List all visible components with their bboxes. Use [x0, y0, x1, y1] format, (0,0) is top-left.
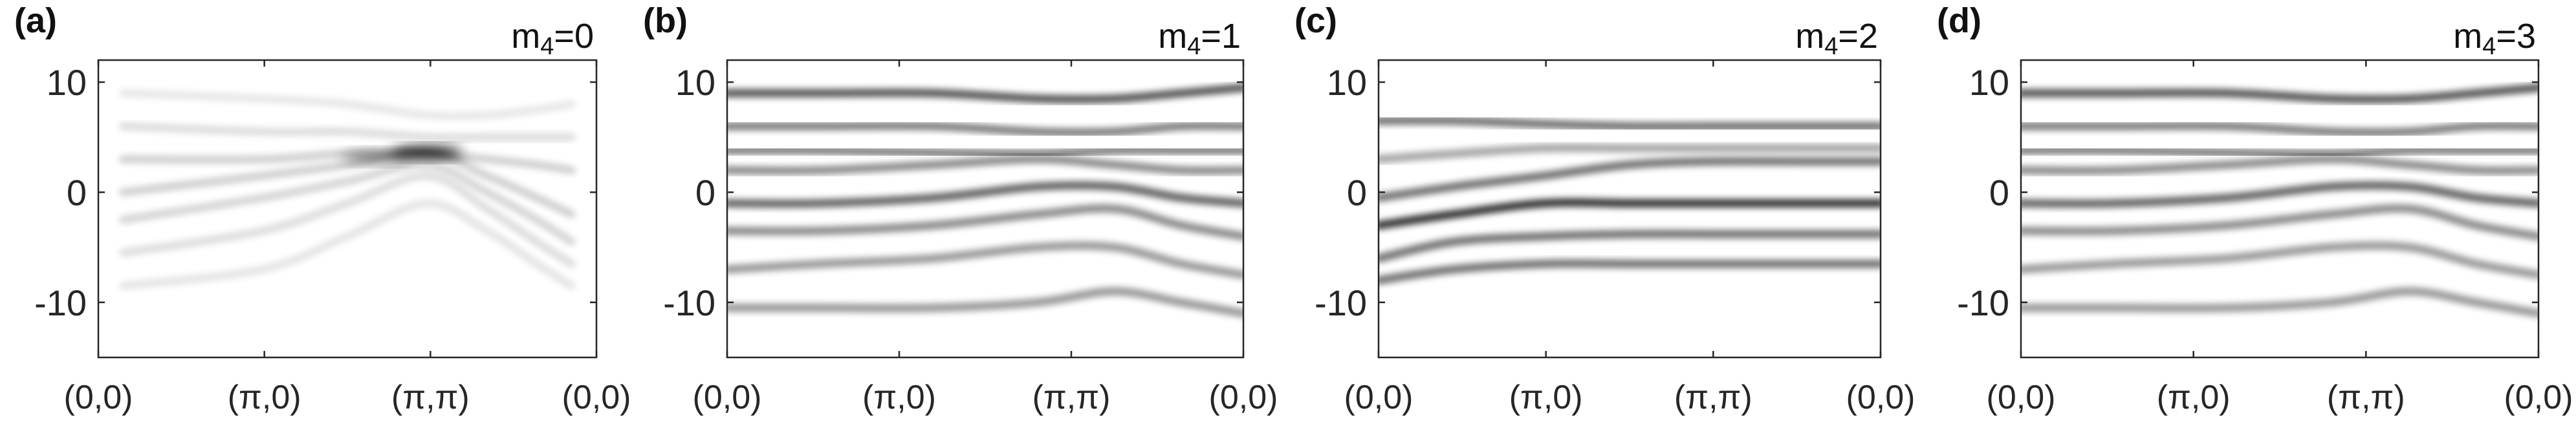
- y-tick-label-0: 10: [675, 62, 715, 103]
- panel-title: m4=0: [511, 17, 594, 60]
- panel-label: (a): [14, 1, 57, 40]
- y-tick-label-2: -10: [34, 282, 87, 323]
- y-tick-label-2: -10: [663, 282, 715, 323]
- x-tick-label-0: (0,0): [1344, 379, 1414, 416]
- title-main: m: [1158, 17, 1187, 56]
- spectral-map: [2021, 83, 2538, 318]
- x-tick-label-0: (0,0): [64, 379, 133, 416]
- spectral-map: [727, 83, 1243, 318]
- spectral-band-0: [727, 287, 1243, 318]
- x-tick-label-1: (π,0): [862, 379, 936, 416]
- x-tick-label-0: (0,0): [693, 379, 762, 416]
- y-tick-label-2: -10: [1957, 282, 2009, 323]
- panel-title: m4=1: [1158, 17, 1241, 60]
- spectral-band-7: [2021, 83, 2538, 104]
- axes-frame: [1377, 59, 1882, 359]
- y-tick-label-1: 0: [1989, 172, 2009, 213]
- spectral-band-3: [1379, 198, 1881, 230]
- spectral-band-1: [1379, 259, 1881, 285]
- x-tick-label-2: (π,π): [1674, 379, 1752, 416]
- x-tick-label-2: (π,π): [391, 379, 470, 416]
- panel-1: 10 0 -10 (0,0) (π,0) (π,π) (0,0) (b) m4=1: [643, 1, 1278, 416]
- spectral-band-5: [2021, 145, 2538, 158]
- panel-2: 10 0 -10 (0,0) (π,0) (π,π) (0,0) (c) m4=2: [1294, 1, 1915, 416]
- spectral-band-6: [1379, 116, 1881, 131]
- x-tick-label-1: (π,0): [2157, 379, 2231, 416]
- panel-title: m4=3: [2453, 17, 2536, 60]
- x-tick-label-2: (π,π): [2327, 379, 2405, 416]
- axes-frame: [2020, 59, 2540, 359]
- panel-3: 10 0 -10 (0,0) (π,0) (π,π) (0,0) (d) m4=3: [1937, 1, 2573, 416]
- panel-title: m4=2: [1795, 17, 1878, 60]
- spectral-band-0: [2021, 287, 2538, 318]
- spectral-band-2: [727, 204, 1243, 241]
- spectral-spot-1: [342, 151, 413, 163]
- title-value: =0: [554, 17, 594, 56]
- x-tick-label-3: (0,0): [1846, 379, 1916, 416]
- x-tick-label-2: (π,π): [1032, 379, 1111, 416]
- title-value: =1: [1201, 17, 1241, 56]
- title-main: m: [2453, 17, 2482, 56]
- title-subscript: 4: [540, 33, 554, 60]
- spectral-band-7: [727, 83, 1243, 104]
- spectral-band-4: [727, 154, 1243, 175]
- axes-frame: [726, 59, 1245, 359]
- x-tick-label-0: (0,0): [1987, 379, 2056, 416]
- spectral-band-6: [727, 122, 1243, 137]
- title-main: m: [1795, 17, 1824, 56]
- spectral-band-5: [1379, 143, 1881, 164]
- spectral-band-2: [2021, 204, 2538, 241]
- y-tick-label-1: 0: [695, 172, 715, 213]
- spectral-band-0: [119, 198, 576, 290]
- spectral-band-5: [119, 122, 576, 142]
- title-subscript: 4: [2482, 33, 2496, 60]
- y-tick-label-0: 10: [47, 62, 87, 103]
- panel-label: (d): [1937, 1, 1981, 40]
- y-tick-label-2: -10: [1315, 282, 1367, 323]
- panel-0: 10 0 -10 (0,0) (π,0) (π,π) (0,0) (a) m4=0: [14, 1, 631, 416]
- axes-frame: [97, 59, 598, 359]
- spectral-band-4: [1379, 156, 1881, 202]
- title-value: =2: [1838, 17, 1878, 56]
- plot-area: [1379, 60, 1881, 357]
- spectral-band-2: [119, 160, 576, 246]
- spectral-band-3: [2021, 181, 2538, 208]
- panel-label: (c): [1294, 1, 1337, 40]
- plot-area: [2021, 60, 2538, 357]
- title-main: m: [511, 17, 540, 56]
- y-tick-label-0: 10: [1327, 62, 1367, 103]
- title-subscript: 4: [1824, 33, 1838, 60]
- title-subscript: 4: [1187, 33, 1201, 60]
- spectral-band-1: [2021, 241, 2538, 279]
- spectral-map: [119, 89, 576, 290]
- x-tick-label-3: (0,0): [1209, 379, 1278, 416]
- spectral-band-2: [1379, 229, 1881, 263]
- spectral-band-3: [727, 181, 1243, 208]
- x-tick-label-1: (π,0): [228, 379, 301, 416]
- spectral-band-6: [2021, 122, 2538, 137]
- spectral-band-1: [119, 171, 576, 268]
- spectral-band-5: [727, 145, 1243, 158]
- spectral-band-6: [119, 89, 576, 121]
- x-tick-label-3: (0,0): [562, 379, 631, 416]
- title-value: =3: [2496, 17, 2536, 56]
- spectral-band-1: [727, 241, 1243, 279]
- y-tick-label-1: 0: [67, 172, 87, 213]
- plot-area: [727, 60, 1243, 357]
- spectral-map: [1379, 89, 1881, 312]
- spectral-band-4: [2021, 154, 2538, 175]
- x-tick-label-3: (0,0): [2504, 379, 2573, 416]
- x-tick-label-1: (π,0): [1509, 379, 1583, 416]
- y-tick-label-0: 10: [1969, 62, 2009, 103]
- y-tick-label-1: 0: [1347, 172, 1367, 213]
- panel-label: (b): [643, 1, 688, 40]
